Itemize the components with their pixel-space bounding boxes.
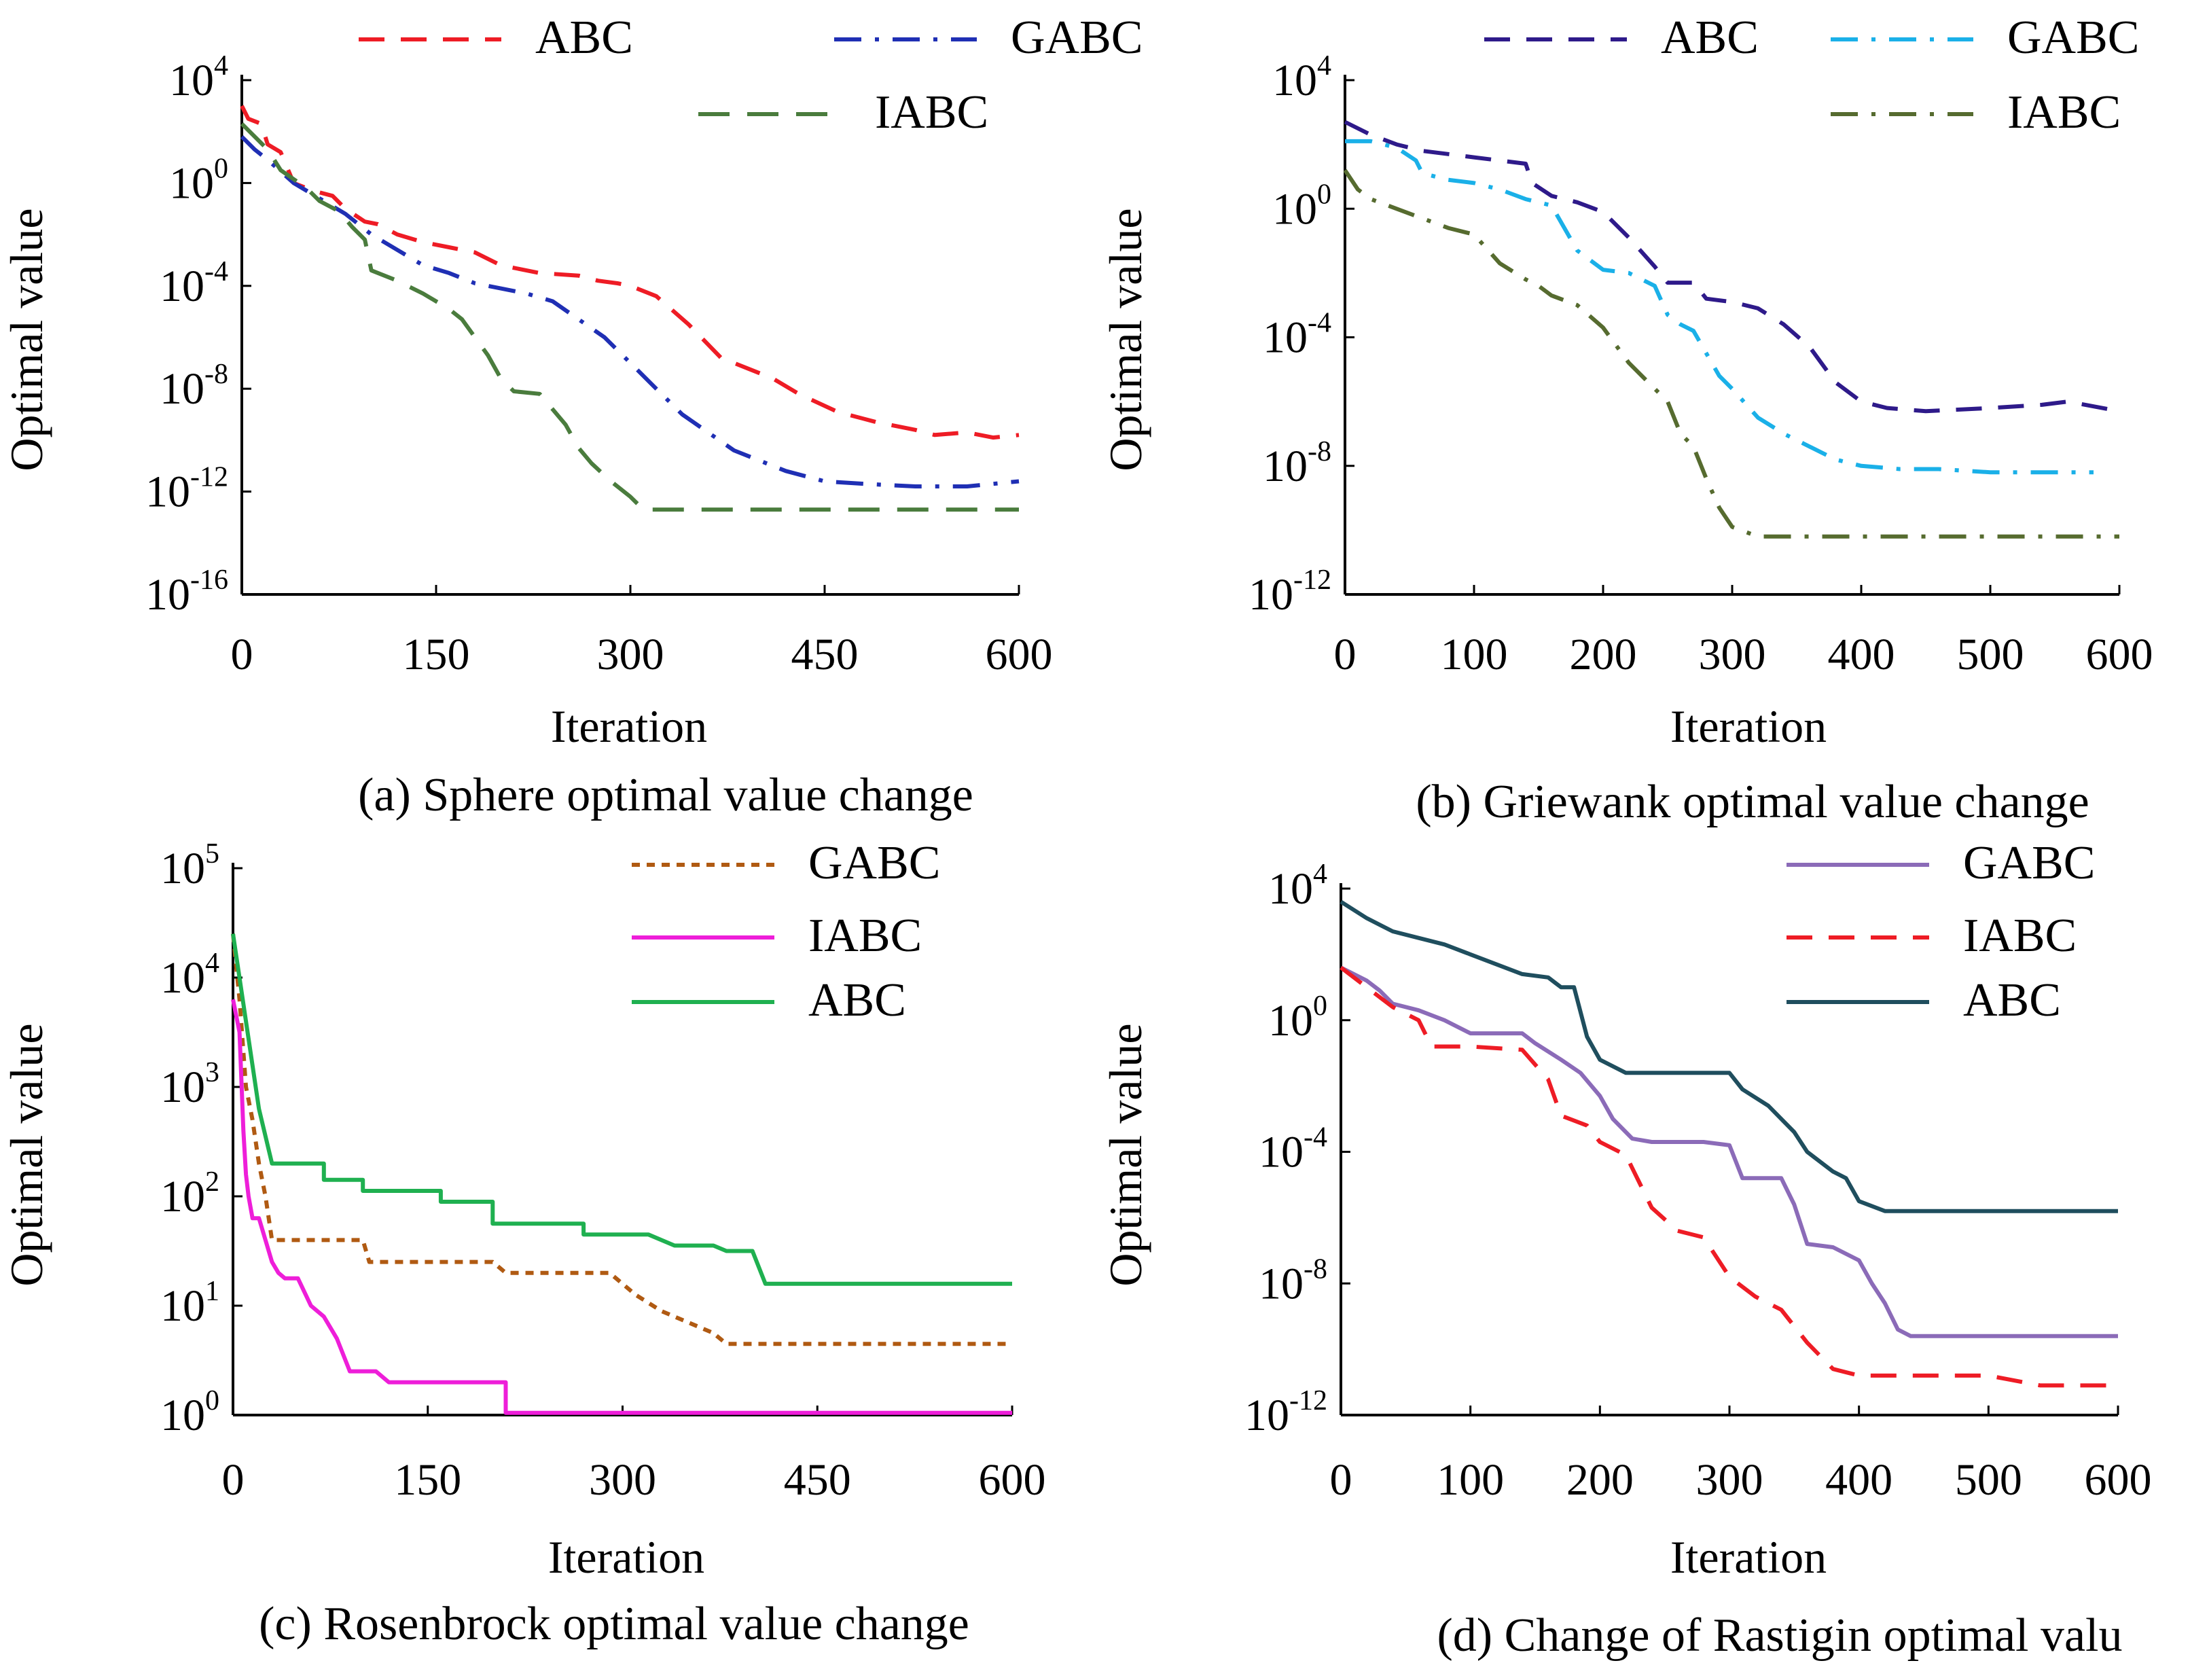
x-tick-label: 450: [791, 630, 859, 679]
series-line-iabc: [1343, 168, 2119, 539]
x-tick-label: 200: [1566, 1455, 1634, 1505]
x-tick-label: 600: [2086, 630, 2153, 679]
y-tick-label: 10-12: [145, 462, 228, 517]
x-tick-label: 0: [1334, 630, 1357, 679]
plot-area-a: 104 100 10-4 10-8 10-12 10-160 150 300 450 600 ABC…: [145, 12, 1143, 679]
legend-label-abc: ABC: [1963, 974, 2061, 1026]
y-tick-label: 104: [169, 50, 228, 105]
y-tick-label: 104: [1268, 859, 1327, 914]
series-line-abc: [240, 105, 1020, 440]
y-tick-label: 104: [160, 948, 219, 1003]
panel-b-griewank: 104 100 10-4 10-8 10-120 100 200 300 400 500 600 AB…: [1100, 12, 2153, 828]
series-line-gabc: [1345, 139, 2094, 475]
y-tick-label: 105: [160, 838, 219, 893]
series-line-iabc: [1340, 965, 2118, 1388]
x-tick-label: 400: [1828, 630, 1895, 679]
x-tick-label: 0: [1330, 1455, 1352, 1505]
series-line-iabc: [231, 999, 1012, 1415]
legend-label-gabc: GABC: [1011, 12, 1143, 64]
legend-label-abc: ABC: [808, 974, 906, 1026]
x-tick-label: 150: [394, 1455, 461, 1505]
y-tick-label: 100: [169, 153, 228, 208]
legend-label-gabc: GABC: [1963, 837, 2095, 889]
x-axis-label: Iteration: [548, 1531, 704, 1583]
x-tick-label: 300: [1699, 630, 1766, 679]
y-tick-label: 100: [160, 1385, 219, 1440]
y-tick-label: 10-4: [1259, 1122, 1327, 1177]
y-axis-label: Optimal value: [1100, 1023, 1151, 1286]
series-line-abc: [231, 933, 1012, 1286]
panel-a-sphere: 104 100 10-4 10-8 10-12 10-160 150 300 450 600 ABC…: [1, 12, 1143, 821]
legend-label-gabc: GABC: [808, 837, 940, 889]
x-tick-label: 500: [1955, 1455, 2022, 1505]
x-tick-label: 200: [1570, 630, 1637, 679]
x-tick-label: 300: [1696, 1455, 1763, 1505]
caption: (a) Sphere optimal value change: [358, 769, 973, 821]
legend-label-iabc: IABC: [875, 86, 988, 139]
x-tick-label: 100: [1437, 1455, 1504, 1505]
x-tick-label: 450: [784, 1455, 851, 1505]
y-tick-label: 10-8: [1263, 436, 1331, 491]
x-tick-label: 0: [222, 1455, 245, 1505]
y-tick-label: 100: [1272, 179, 1331, 234]
x-tick-label: 300: [597, 630, 664, 679]
plot-area-d: 104 100 10-4 10-8 10-120 100 200 300 400 500 600 GA…: [1244, 837, 2152, 1505]
y-tick-label: 104: [1272, 50, 1331, 105]
series-line-iabc: [240, 122, 1019, 512]
legend-label-abc: ABC: [535, 12, 633, 64]
y-tick-label: 10-4: [1263, 308, 1331, 363]
y-tick-label: 10-4: [160, 256, 228, 311]
y-axis-label: Optimal value: [1, 208, 52, 471]
x-axis-label: Iteration: [1670, 1531, 1827, 1583]
x-tick-label: 600: [986, 630, 1053, 679]
caption: (d) Change of Rastigin optimal valu: [1437, 1609, 2123, 1662]
y-tick-label: 10-8: [1259, 1253, 1327, 1308]
legend-label-iabc: IABC: [808, 910, 922, 962]
x-tick-label: 500: [1957, 630, 2024, 679]
legend-label-iabc: IABC: [1963, 910, 2077, 962]
x-axis-label: Iteration: [1670, 700, 1827, 752]
x-tick-label: 600: [979, 1455, 1046, 1505]
y-tick-label: 10-12: [1249, 565, 1331, 620]
x-tick-label: 300: [589, 1455, 656, 1505]
y-axis-label: Optimal value: [1100, 208, 1151, 471]
x-tick-label: 600: [2085, 1455, 2152, 1505]
y-tick-label: 101: [160, 1276, 219, 1331]
plot-area-b: 104 100 10-4 10-8 10-120 100 200 300 400 500 600 AB…: [1249, 12, 2153, 679]
y-tick-label: 10-12: [1244, 1385, 1327, 1440]
y-tick-label: 103: [160, 1057, 219, 1112]
y-axis-label: Optimal value: [1, 1023, 52, 1286]
legend-label-gabc: GABC: [2007, 12, 2139, 64]
x-tick-label: 100: [1441, 630, 1508, 679]
series-line-gabc: [1340, 965, 2118, 1338]
caption: (c) Rosenbrock optimal value change: [259, 1598, 969, 1650]
x-tick-label: 400: [1825, 1455, 1892, 1505]
series-line-abc: [1340, 899, 2118, 1213]
caption: (b) Griewank optimal value change: [1416, 776, 2089, 828]
y-tick-label: 100: [1268, 990, 1327, 1045]
legend-label-iabc: IABC: [2007, 86, 2121, 139]
y-tick-label: 10-8: [160, 359, 228, 414]
series-line-gabc: [240, 135, 1020, 488]
y-tick-label: 10-16: [145, 565, 228, 620]
panel-d-rastigin: 104 100 10-4 10-8 10-120 100 200 300 400 500 600 GA…: [1100, 837, 2152, 1662]
series-line-abc: [1344, 120, 2120, 414]
y-tick-label: 102: [160, 1166, 219, 1221]
x-tick-label: 0: [231, 630, 253, 679]
x-axis-label: Iteration: [551, 700, 707, 752]
legend-label-abc: ABC: [1661, 12, 1759, 64]
series-line-gabc: [231, 933, 1012, 1346]
x-tick-label: 150: [403, 630, 470, 679]
